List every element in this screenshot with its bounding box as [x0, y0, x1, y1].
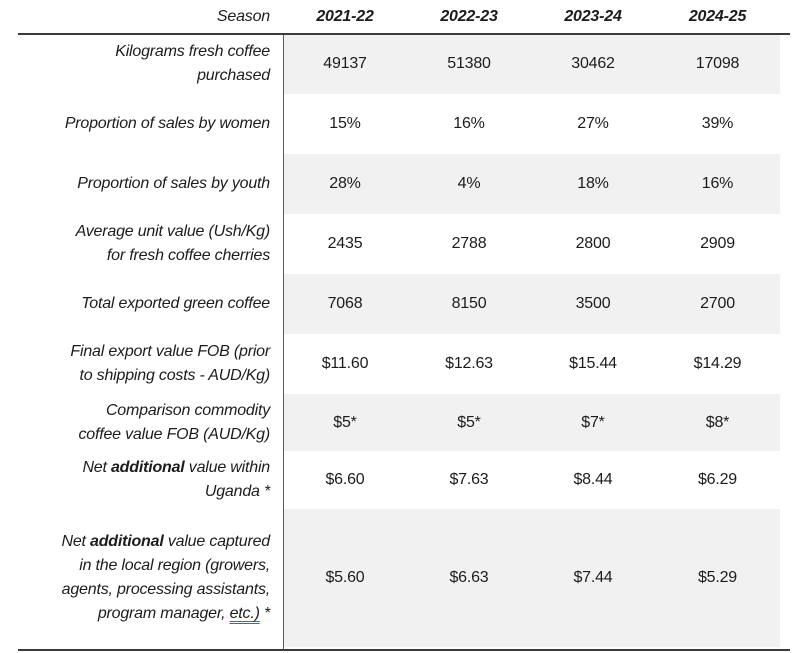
label-text-part: Proportion of sales by women [64, 115, 270, 132]
value-cell: $7* [531, 394, 655, 451]
table-row: Average unit value (Ush/Kg) for fresh co… [0, 214, 793, 274]
value-cell: $12.63 [445, 355, 493, 372]
value-cell: $5* [407, 394, 531, 451]
column-header-2024-25: 2024-25 [688, 7, 747, 25]
column-header-2022-23: 2022-23 [440, 7, 498, 25]
value-cell: 2800 [575, 235, 611, 252]
value-cell: 2700 [655, 274, 780, 334]
table-row: Net additional value captured in the loc… [0, 509, 793, 647]
row-label-cell: Net additional value within Uganda * [0, 451, 283, 509]
value-cell: 16% [453, 115, 485, 132]
value-cell: $6.60 [325, 471, 365, 488]
label-text-part: Proportion of sales by youth [77, 175, 270, 192]
row-label: Kilograms fresh coffee purchased [115, 40, 270, 88]
bottom-rule [18, 649, 790, 651]
header-rule [18, 33, 790, 35]
row-label-cell: Kilograms fresh coffee purchased [0, 33, 283, 94]
value-cell: 2788 [451, 235, 487, 252]
label-text-part: value captured in the local region (grow… [61, 533, 271, 622]
value-cell: $8* [655, 394, 780, 451]
value-cell: $14.29 [693, 355, 742, 372]
row-label-cell: Proportion of sales by women [0, 94, 283, 154]
value-cell: $5.60 [283, 509, 407, 647]
season-header-cell: Season [0, 8, 283, 26]
label-text-part: Average unit value (Ush/Kg) for fresh co… [75, 223, 271, 264]
value-cell: 18% [531, 154, 655, 214]
row-label: Net additional value within Uganda * [82, 456, 270, 504]
row-label-cell: Net additional value captured in the loc… [0, 509, 283, 647]
table-row: Proportion of sales by women 15% 16% 27% 39% [0, 94, 793, 154]
value-cell: $8.44 [573, 471, 613, 488]
value-cell: 51380 [407, 33, 531, 94]
value-cell: 28% [283, 154, 407, 214]
column-header-2023-24: 2023-24 [564, 7, 622, 25]
row-label-cell: Total exported green coffee [0, 274, 283, 334]
value-cell: 2909 [700, 235, 735, 252]
row-label: Average unit value (Ush/Kg) for fresh co… [75, 220, 271, 268]
table-row: Comparison commodity coffee value FOB (A… [0, 394, 793, 451]
label-column-divider [283, 35, 284, 649]
row-label: Final export value FOB (prior to shippin… [70, 340, 270, 388]
value-cell: 2435 [327, 235, 363, 252]
label-text-part: Net [82, 459, 111, 476]
value-cell: $15.44 [569, 355, 617, 372]
value-cell: 8150 [407, 274, 531, 334]
table-row: Kilograms fresh coffee purchased 49137 513… [0, 33, 793, 94]
label-text-part: Total exported green coffee [81, 295, 270, 312]
table-row: Proportion of sales by youth 28% 4% 18% 16% [0, 154, 793, 214]
value-cell: 27% [577, 115, 609, 132]
value-cell: $5.29 [655, 509, 780, 647]
value-cell: $5* [283, 394, 407, 451]
value-cell: 39% [701, 115, 734, 132]
value-cell: 4% [407, 154, 531, 214]
bold-label-text: additional [110, 459, 185, 476]
label-text-part: Net [61, 533, 91, 550]
row-label: Comparison commodity coffee value FOB (A… [78, 399, 270, 447]
row-label: Proportion of sales by women [65, 112, 270, 136]
row-label-cell: Comparison commodity coffee value FOB (A… [0, 394, 283, 451]
value-cell: $6.63 [407, 509, 531, 647]
value-cell: 3500 [531, 274, 655, 334]
value-cell: 17098 [655, 33, 780, 94]
table-row: Final export value FOB (prior to shippin… [0, 334, 793, 394]
label-text-part: * [259, 605, 270, 622]
table-header-row: Season 2021-22 2022-23 2023-24 2024-25 [0, 0, 793, 33]
value-cell: 15% [329, 115, 361, 132]
value-cell: $7.44 [531, 509, 655, 647]
value-cell: $6.29 [697, 471, 738, 488]
row-label-cell: Proportion of sales by youth [0, 154, 283, 214]
row-label-cell: Final export value FOB (prior to shippin… [0, 334, 283, 394]
value-cell: 7068 [283, 274, 407, 334]
label-text-part: Kilograms fresh coffee purchased [115, 42, 270, 84]
value-cell: $7.63 [449, 471, 489, 488]
value-cell: $11.60 [321, 355, 369, 372]
row-label: Proportion of sales by youth [77, 172, 270, 196]
row-label: Total exported green coffee [81, 292, 270, 316]
season-header-label: Season [216, 7, 270, 25]
table-body: Kilograms fresh coffee purchased 49137 513… [0, 33, 793, 647]
value-cell: 30462 [531, 33, 655, 94]
bold-label-text: additional [90, 533, 164, 550]
row-label-cell: Average unit value (Ush/Kg) for fresh co… [0, 214, 283, 274]
grammar-underlined-text: etc.) [229, 605, 260, 622]
row-label: Net additional value captured in the loc… [61, 530, 270, 626]
column-header-2021-22: 2021-22 [316, 7, 374, 25]
label-text-part: Comparison commodity coffee value FOB (A… [78, 401, 270, 443]
label-text-part: value within Uganda * [188, 459, 270, 500]
value-cell: 49137 [283, 33, 407, 94]
table-row: Total exported green coffee 7068 8150 3500 2… [0, 274, 793, 334]
label-text-part: Final export value FOB (prior to shippin… [70, 343, 270, 384]
table-row: Net additional value within Uganda * $6.6… [0, 451, 793, 509]
value-cell: 16% [655, 154, 780, 214]
